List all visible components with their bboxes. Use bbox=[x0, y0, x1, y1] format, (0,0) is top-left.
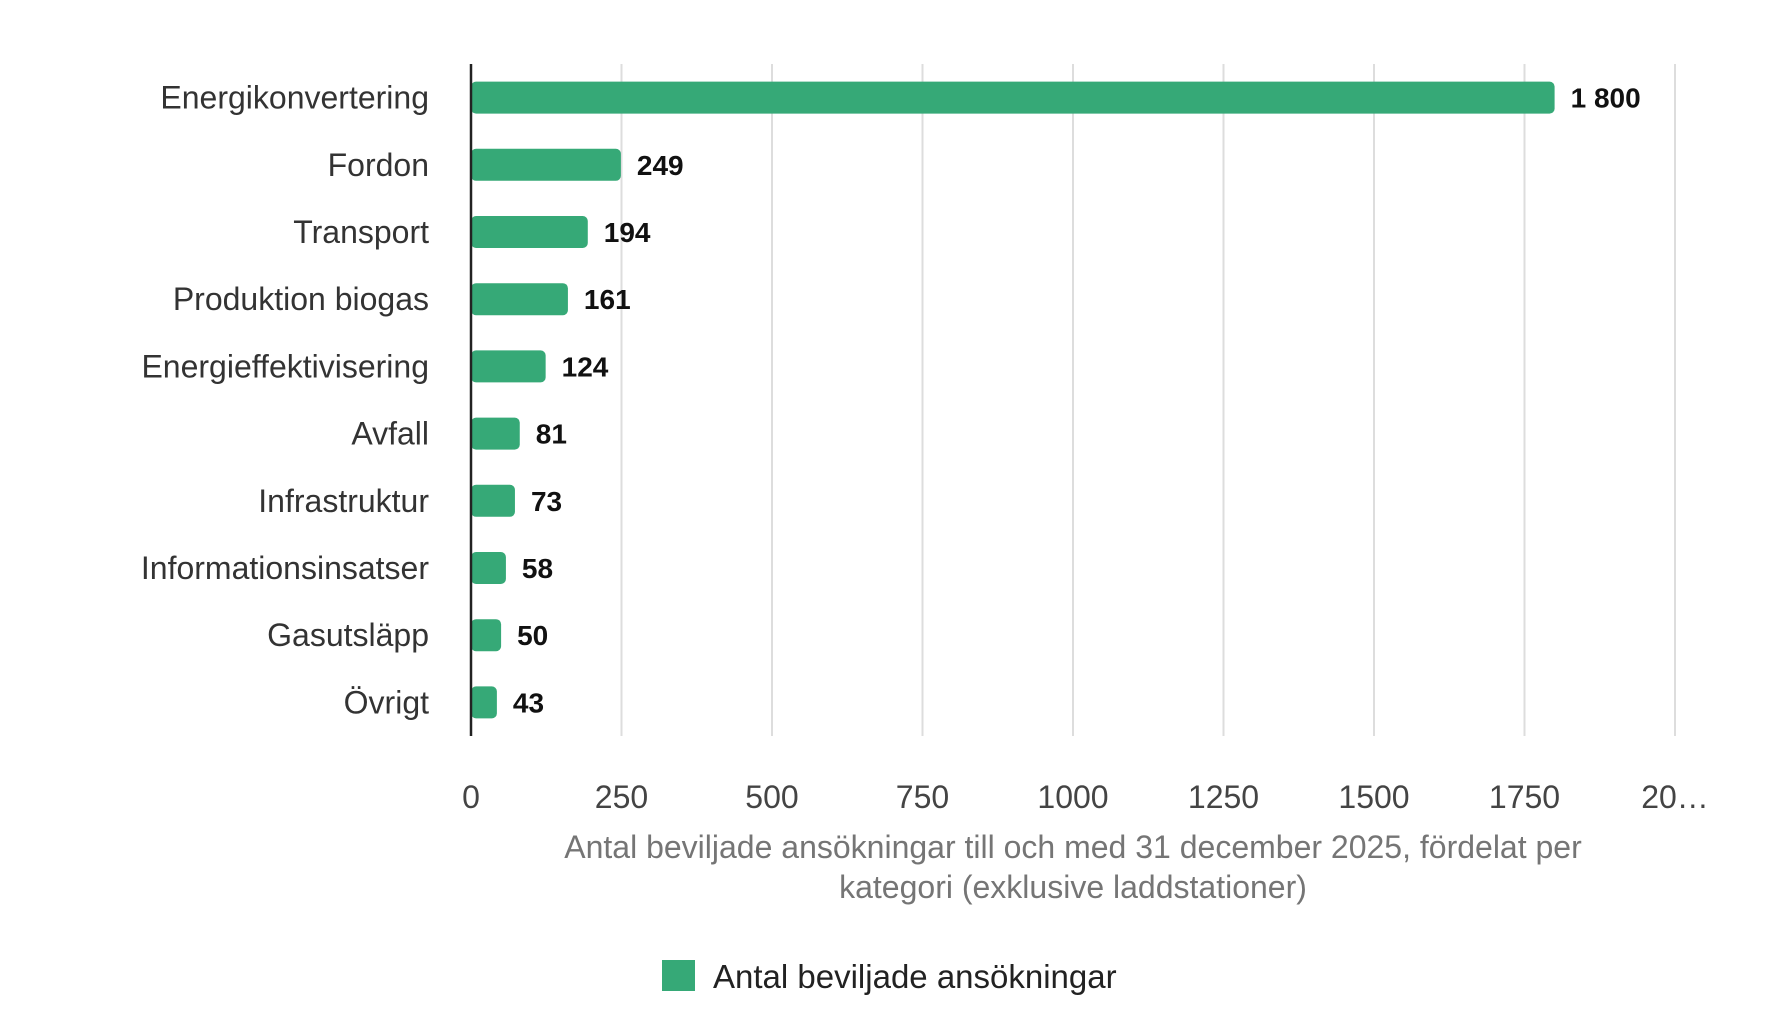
bar-2 bbox=[471, 216, 588, 248]
x-tick-labels: 0 250 500 750 1000 1250 1500 1750 20… bbox=[462, 779, 1709, 815]
legend: Antal beviljade ansökningar bbox=[662, 958, 1117, 995]
category-label-5: Avfall bbox=[351, 416, 429, 452]
bar-6 bbox=[471, 484, 515, 517]
category-label-1: Fordon bbox=[328, 147, 429, 183]
value-label-7: 58 bbox=[522, 553, 553, 584]
bar-0 bbox=[471, 81, 1555, 114]
bar-1 bbox=[471, 148, 621, 181]
category-label-4: Energieffektivisering bbox=[141, 348, 429, 384]
bar-5 bbox=[471, 417, 520, 450]
value-label-2: 194 bbox=[604, 217, 651, 248]
x-tick-label-2: 500 bbox=[745, 779, 798, 815]
x-tick-label-0: 0 bbox=[462, 779, 480, 815]
category-label-3: Produktion biogas bbox=[173, 281, 429, 317]
x-tick-label-3: 750 bbox=[896, 779, 949, 815]
value-label-1: 249 bbox=[637, 150, 684, 181]
category-labels: Energikonvertering Fordon Transport Produkt… bbox=[141, 80, 429, 721]
bar-3 bbox=[471, 283, 568, 316]
bars bbox=[471, 81, 1555, 719]
value-labels: 1 800 249 194 161 124 81 73 58 50 43 bbox=[513, 83, 1641, 719]
legend-swatch bbox=[662, 960, 695, 991]
x-tick-label-5: 1250 bbox=[1188, 779, 1259, 815]
value-label-8: 50 bbox=[517, 620, 548, 651]
x-axis-title-line-2: kategori (exklusive laddstationer) bbox=[839, 869, 1307, 905]
category-label-2: Transport bbox=[293, 214, 429, 250]
x-tick-label-8: 20… bbox=[1641, 779, 1709, 815]
value-label-0: 1 800 bbox=[1571, 83, 1641, 114]
value-label-4: 124 bbox=[562, 351, 609, 382]
bar-8 bbox=[471, 619, 502, 652]
x-tick-label-4: 1000 bbox=[1037, 779, 1108, 815]
legend-label: Antal beviljade ansökningar bbox=[713, 958, 1117, 995]
gridlines bbox=[620, 64, 1676, 736]
x-tick-label-1: 250 bbox=[595, 779, 648, 815]
x-axis-title-line-1: Antal beviljade ansökningar till och med… bbox=[564, 829, 1582, 865]
x-tick-label-6: 1500 bbox=[1338, 779, 1409, 815]
category-label-9: Övrigt bbox=[344, 684, 429, 720]
category-label-8: Gasutsläpp bbox=[267, 617, 429, 653]
value-label-6: 73 bbox=[531, 486, 562, 517]
bar-7 bbox=[471, 552, 506, 584]
category-label-6: Infrastruktur bbox=[258, 483, 429, 519]
value-label-5: 81 bbox=[536, 419, 567, 450]
category-label-7: Informationsinsatser bbox=[141, 550, 429, 586]
bar-9 bbox=[471, 686, 497, 719]
bar-4 bbox=[471, 350, 546, 383]
value-label-3: 161 bbox=[584, 284, 631, 315]
category-label-0: Energikonvertering bbox=[160, 80, 429, 116]
x-tick-label-7: 1750 bbox=[1489, 779, 1560, 815]
value-label-9: 43 bbox=[513, 687, 544, 718]
